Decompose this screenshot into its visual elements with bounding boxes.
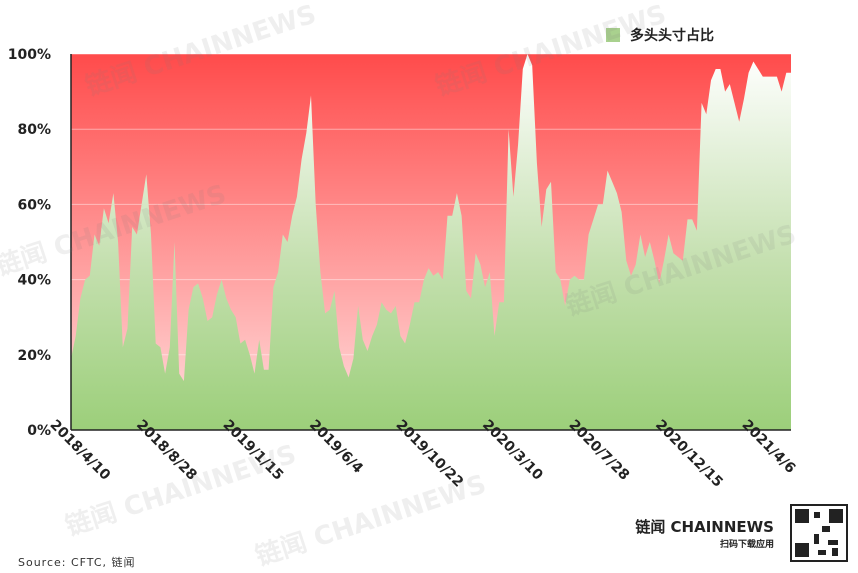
brand-name: 链闻 CHAINNEWS bbox=[635, 518, 774, 536]
source-note: Source: CFTC, 链闻 bbox=[18, 556, 136, 569]
legend: 多头头寸占比 bbox=[606, 27, 714, 44]
legend-swatch bbox=[606, 28, 620, 42]
long-position-area bbox=[71, 54, 791, 430]
brand-logo: 链闻 CHAINNEWS 扫码下载应用 bbox=[635, 516, 774, 550]
y-tick-label: 100% bbox=[8, 47, 51, 63]
y-tick-label: 20% bbox=[17, 348, 51, 364]
y-tick-label: 0% bbox=[27, 423, 51, 439]
y-tick-label: 40% bbox=[17, 273, 51, 289]
y-tick-label: 80% bbox=[17, 122, 51, 138]
y-tick-label: 60% bbox=[17, 197, 51, 213]
brand-subtitle: 扫码下载应用 bbox=[719, 540, 774, 550]
y-tick-labels: 0% 20% 40% 60% 80% 100% bbox=[8, 47, 51, 439]
qr-code-icon bbox=[790, 504, 848, 562]
legend-label: 多头头寸占比 bbox=[630, 27, 714, 44]
